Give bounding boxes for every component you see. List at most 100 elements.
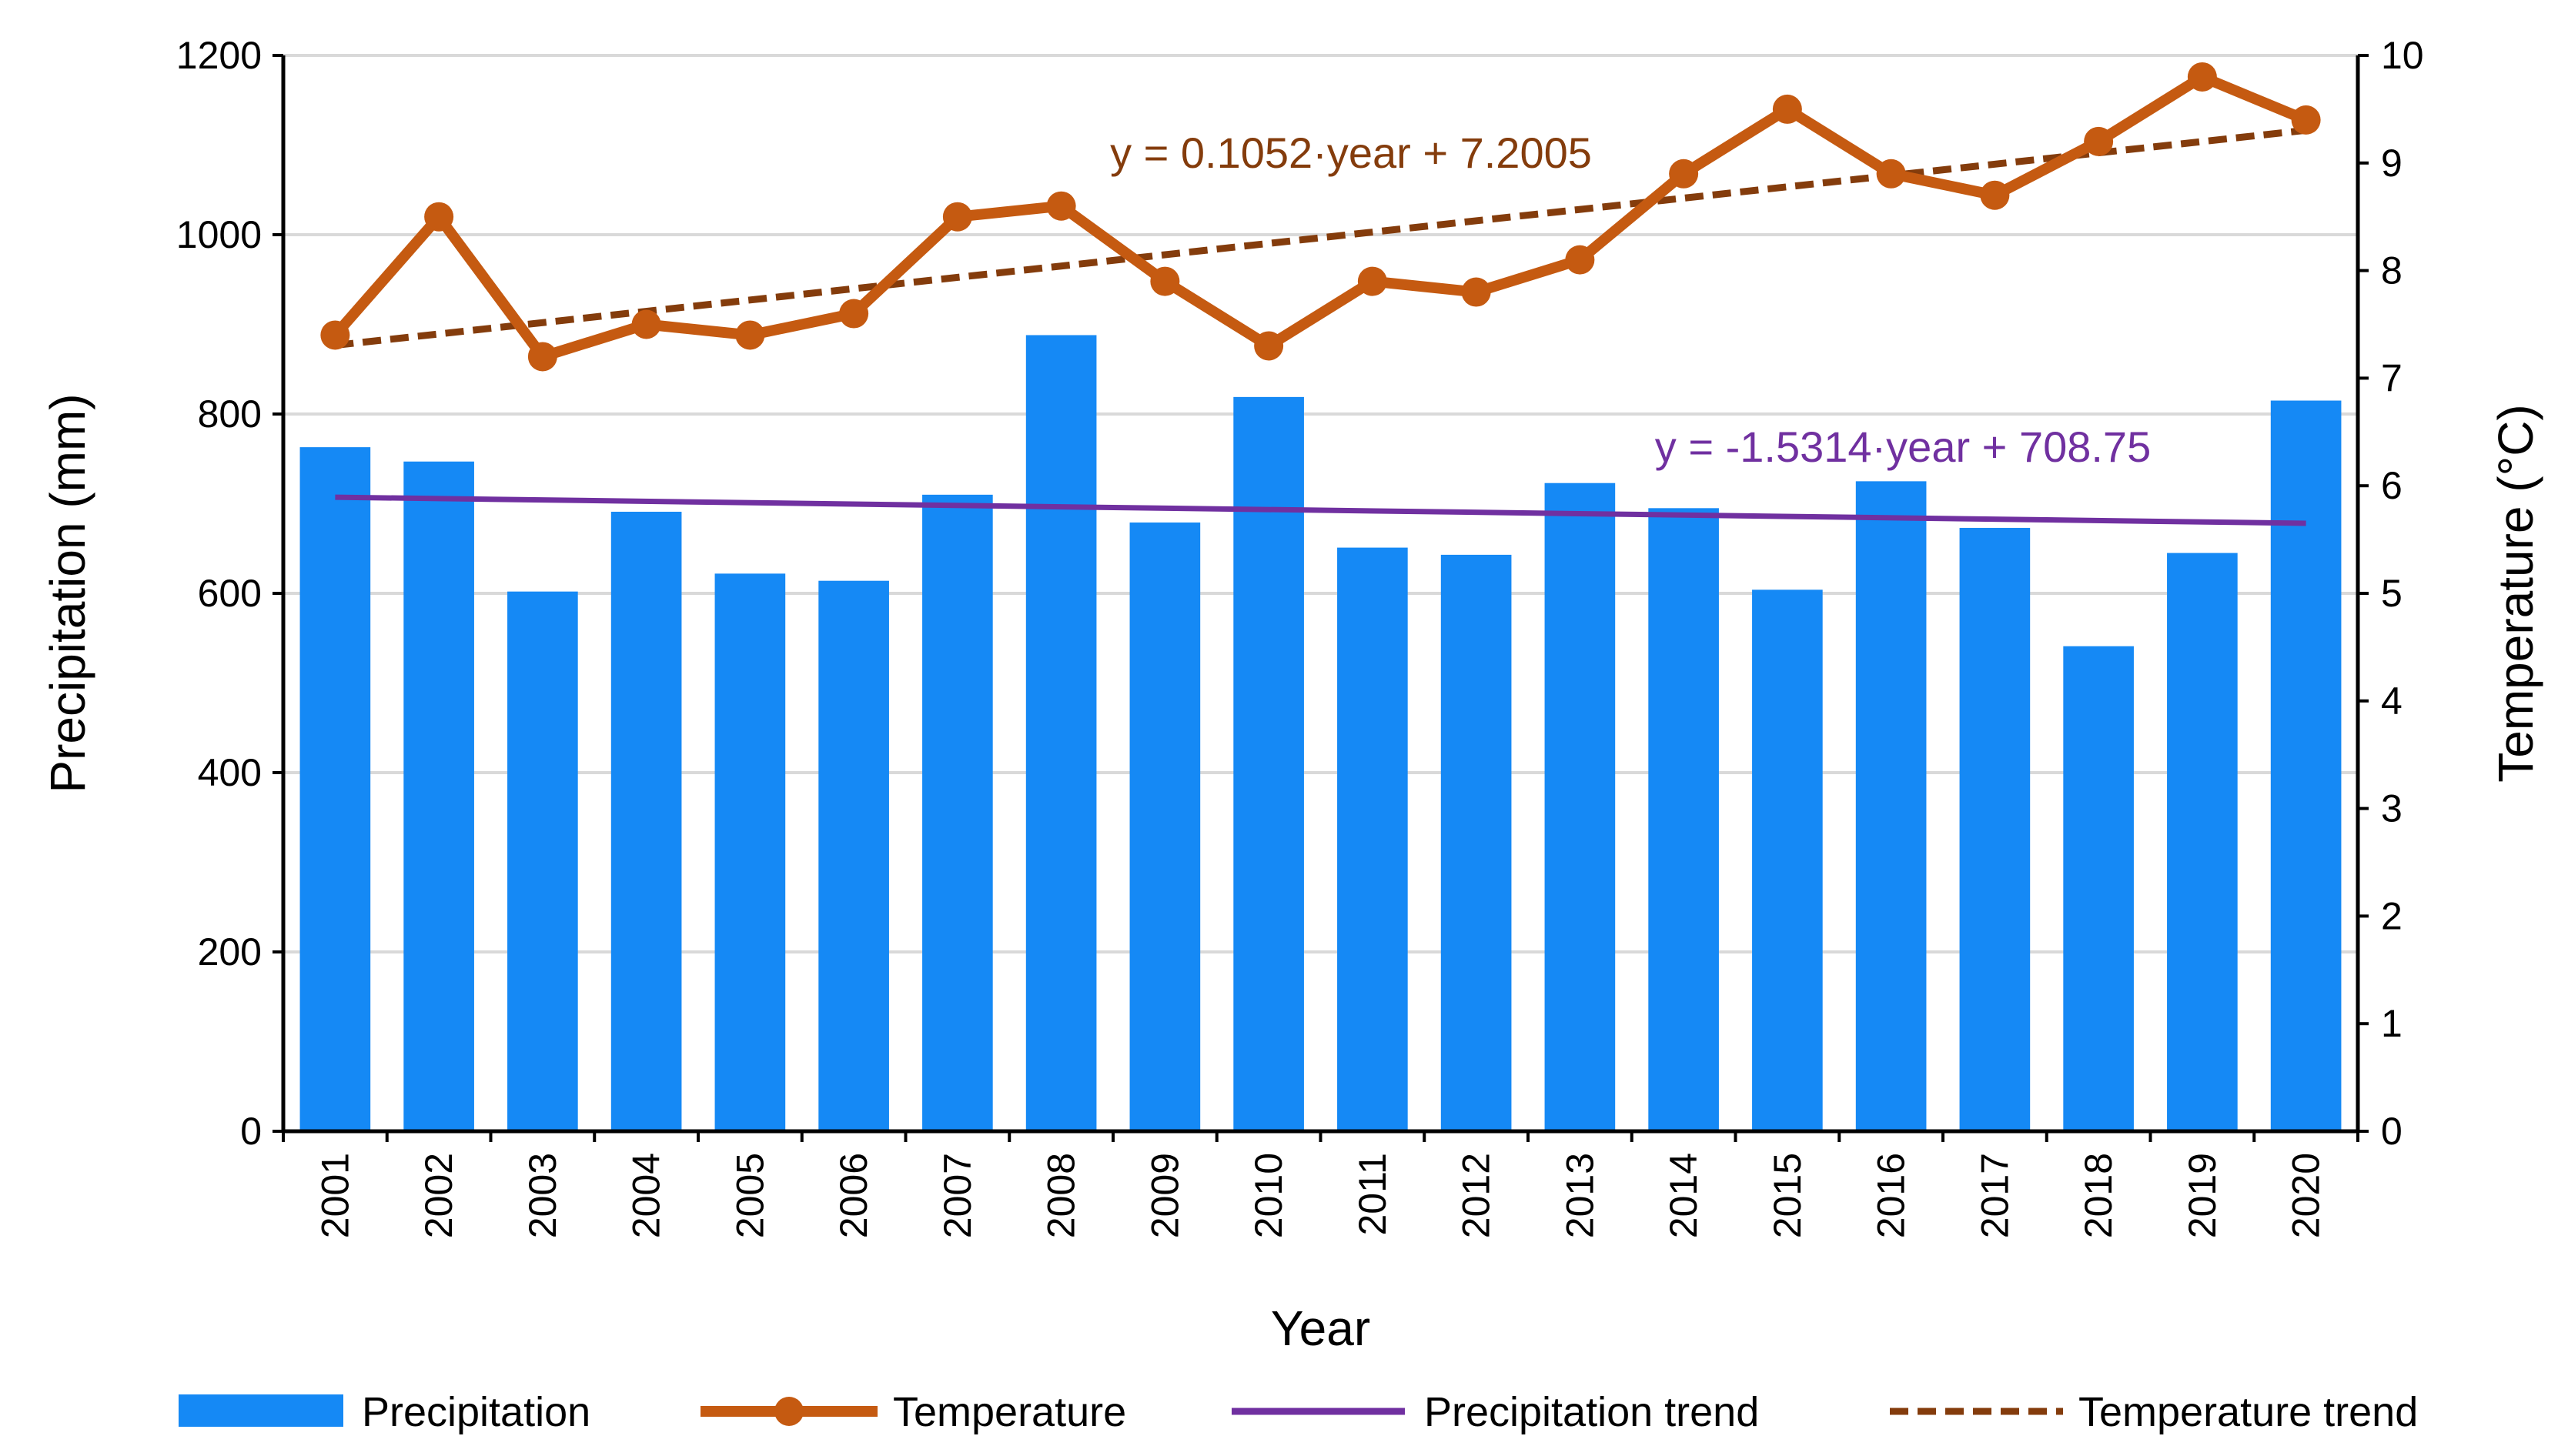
- bar-precipitation-2008: [1025, 335, 1097, 1132]
- x-tick-label: 2020: [2285, 1153, 2328, 1238]
- bar-precipitation-2006: [818, 580, 889, 1131]
- temperature-marker-2014: [1669, 159, 1699, 189]
- bar-precipitation-2020: [2270, 400, 2342, 1131]
- precipitation-trend-equation: y = -1.5314·year + 708.75: [1655, 422, 2151, 471]
- temperature-marker-2010: [1254, 331, 1284, 361]
- temperature-marker-2002: [424, 202, 454, 232]
- x-tick-label: 2002: [417, 1153, 460, 1238]
- trend-lines: [334, 126, 2307, 526]
- x-tick-label: 2019: [2181, 1153, 2224, 1238]
- bar-precipitation-2009: [1129, 522, 1201, 1131]
- y2-tick-label: 9: [2381, 142, 2403, 185]
- temperature-marker-2020: [2291, 105, 2321, 135]
- bar-precipitation-2018: [2063, 646, 2134, 1131]
- x-tick-label: 2003: [521, 1153, 564, 1238]
- x-tick-label: 2004: [625, 1153, 668, 1238]
- bar-precipitation-2005: [714, 573, 786, 1131]
- legend-label-temperature: Temperature: [893, 1389, 1126, 1435]
- legend-label-temperature-trend: Temperature trend: [2078, 1389, 2418, 1435]
- bar-precipitation-2007: [922, 494, 993, 1131]
- temperature-marker-2004: [631, 309, 661, 339]
- temperature-marker-2019: [2187, 62, 2217, 92]
- y-tick-label: 600: [198, 572, 262, 615]
- y2-tick-label: 5: [2381, 572, 2403, 615]
- y2-axis-title: Temperature (°C): [2488, 404, 2543, 783]
- gridlines: [283, 54, 2358, 953]
- temperature-marker-2006: [839, 299, 869, 329]
- temperature-marker-2017: [1980, 180, 2010, 210]
- x-axis-title: Year: [1271, 1301, 1370, 1356]
- temperature-trend-line: [334, 126, 2307, 349]
- bar-precipitation-2019: [2167, 553, 2238, 1131]
- temperature-marker-2015: [1772, 94, 1802, 124]
- bar-precipitation-2011: [1337, 547, 1408, 1131]
- temperature-marker-2005: [735, 320, 765, 350]
- bar-precipitation-2016: [1855, 481, 1927, 1131]
- y2-tick-label: 4: [2381, 680, 2403, 723]
- bar-precipitation-2013: [1544, 483, 1616, 1131]
- temperature-trend-equation: y = 0.1052·year + 7.2005: [1110, 129, 1592, 177]
- x-tick-label: 2005: [728, 1153, 771, 1238]
- x-tick-label: 2014: [1662, 1153, 1705, 1238]
- y-tick-label: 1200: [176, 34, 262, 77]
- y2-tick-label: 10: [2381, 34, 2424, 77]
- y-tick-label: 0: [240, 1110, 262, 1153]
- y-tick-label: 400: [198, 751, 262, 794]
- bar-precipitation-2001: [299, 447, 371, 1131]
- x-tick-label: 2008: [1040, 1153, 1083, 1238]
- bar-precipitation-2004: [610, 511, 682, 1131]
- precipitation-trend-line: [335, 494, 2306, 526]
- temperature-marker-2001: [320, 320, 350, 350]
- y-tick-label: 800: [198, 392, 262, 436]
- temperature-series: [320, 62, 2321, 372]
- legend: Precipitation Temperature Precipitation …: [179, 1389, 2418, 1435]
- bar-precipitation-2012: [1440, 554, 1512, 1131]
- bar-precipitation-2015: [1752, 589, 1823, 1131]
- bar-precipitation-2017: [1959, 527, 2031, 1131]
- temperature-marker-2003: [527, 342, 557, 372]
- y2-tick-label: 0: [2381, 1110, 2403, 1153]
- legend-label-precipitation: Precipitation: [362, 1389, 590, 1435]
- y2-tick-label: 1: [2381, 1002, 2403, 1045]
- temperature-marker-2011: [1357, 266, 1387, 296]
- temperature-marker-2013: [1565, 245, 1595, 275]
- y-tick-label: 1000: [176, 213, 262, 256]
- y-axis-title: Precipitation (mm): [40, 393, 95, 793]
- temperature-marker-2012: [1461, 277, 1491, 307]
- y-tick-label: 200: [198, 930, 262, 973]
- x-tick-label: 2011: [1351, 1153, 1394, 1236]
- y2-tick-label: 3: [2381, 787, 2403, 830]
- x-tick-label: 2010: [1247, 1153, 1290, 1238]
- legend-swatch-precipitation: [179, 1394, 343, 1427]
- x-tick-label: 2015: [1766, 1153, 1809, 1238]
- x-tick-label: 2007: [936, 1153, 979, 1238]
- temperature-line: [331, 71, 2309, 362]
- x-tick-label: 2012: [1455, 1153, 1498, 1238]
- temperature-marker-2008: [1046, 191, 1076, 221]
- x-tick-label: 2017: [1973, 1153, 2016, 1238]
- bar-precipitation-2010: [1233, 396, 1304, 1131]
- bar-precipitation-2003: [507, 591, 578, 1131]
- x-tick-label: 2018: [2077, 1153, 2120, 1238]
- y2-tick-label: 6: [2381, 464, 2403, 507]
- x-tick-label: 2013: [1558, 1153, 1601, 1238]
- precipitation-bars: [299, 335, 2342, 1132]
- temperature-marker-2018: [2084, 126, 2114, 156]
- temperature-marker-2009: [1150, 266, 1180, 296]
- y2-tick-label: 2: [2381, 894, 2403, 937]
- legend-label-precipitation-trend: Precipitation trend: [1424, 1389, 1759, 1435]
- y2-tick-label: 7: [2381, 356, 2403, 399]
- legend-marker-temperature: [774, 1397, 804, 1426]
- x-tick-label: 2009: [1143, 1153, 1186, 1238]
- x-tick-label: 2006: [832, 1153, 875, 1238]
- x-tick-label: 2016: [1870, 1153, 1913, 1238]
- temperature-marker-2016: [1876, 159, 1906, 189]
- temperature-marker-2007: [942, 202, 972, 232]
- x-tick-label: 2001: [313, 1153, 356, 1238]
- bar-precipitation-2014: [1648, 508, 1719, 1131]
- tick-labels: 0 200 400 600 800 1000 1200 0 1 2 3 4 5 6 7 8 9 10 2001 200…: [176, 34, 2424, 1238]
- y2-tick-label: 8: [2381, 249, 2403, 292]
- axes: [273, 54, 2369, 1142]
- bar-precipitation-2002: [403, 461, 474, 1131]
